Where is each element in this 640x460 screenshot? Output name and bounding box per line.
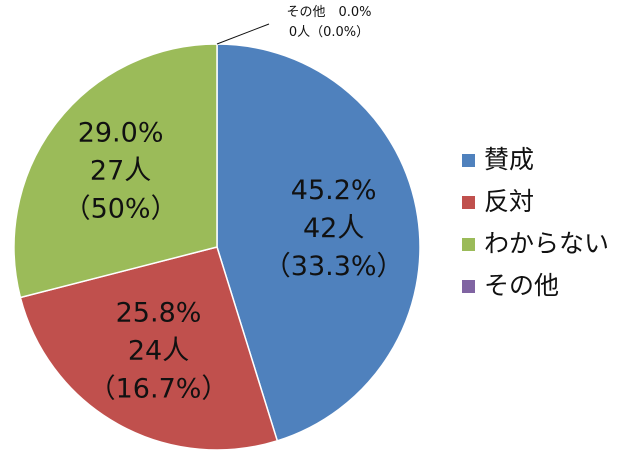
legend-label-2: 反対 <box>484 187 534 216</box>
pie-slice-1 <box>216 43 421 442</box>
legend-swatch-3 <box>462 238 475 251</box>
pie-slices <box>13 43 421 451</box>
legend-swatch-4 <box>462 280 475 293</box>
pie-slice-3 <box>13 43 218 299</box>
legend-label-1: 賛成 <box>484 145 534 174</box>
other-callout: その他 0.0% 0人（0.0%） <box>216 5 372 45</box>
legend-swatch-2 <box>462 196 475 209</box>
pie-slice-2 <box>19 246 279 451</box>
other-callout-line-1: その他 0.0% <box>286 5 371 20</box>
legend-swatch-1 <box>462 154 475 167</box>
slice-3-label-line-1: 29.0% <box>78 118 164 149</box>
legend-label-3: わからない <box>484 229 609 258</box>
slice-3-label-line-2: 27人 <box>90 156 151 187</box>
other-callout-line-2: 0人（0.0%） <box>289 25 369 40</box>
slice-2-label-line-2: 24人 <box>128 335 189 366</box>
pie-slice-labels: 45.2% 42人 （33.3%） 25.8% 24人 （16.7%） 29.0% 27人 （5… <box>64 118 404 405</box>
slice-3-label-line-3: （50%） <box>64 194 178 225</box>
slice-2-label-line-1: 25.8% <box>116 297 202 328</box>
slice-2-label-line-3: （16.7%） <box>89 373 229 404</box>
slice-1-label-line-1: 45.2% <box>291 175 377 206</box>
other-callout-leader-line <box>216 23 270 45</box>
slice-1-label-line-3: （33.3%） <box>264 251 404 282</box>
slice-1-label-line-2: 42人 <box>303 213 364 244</box>
legend-label-4: その他 <box>484 271 559 300</box>
